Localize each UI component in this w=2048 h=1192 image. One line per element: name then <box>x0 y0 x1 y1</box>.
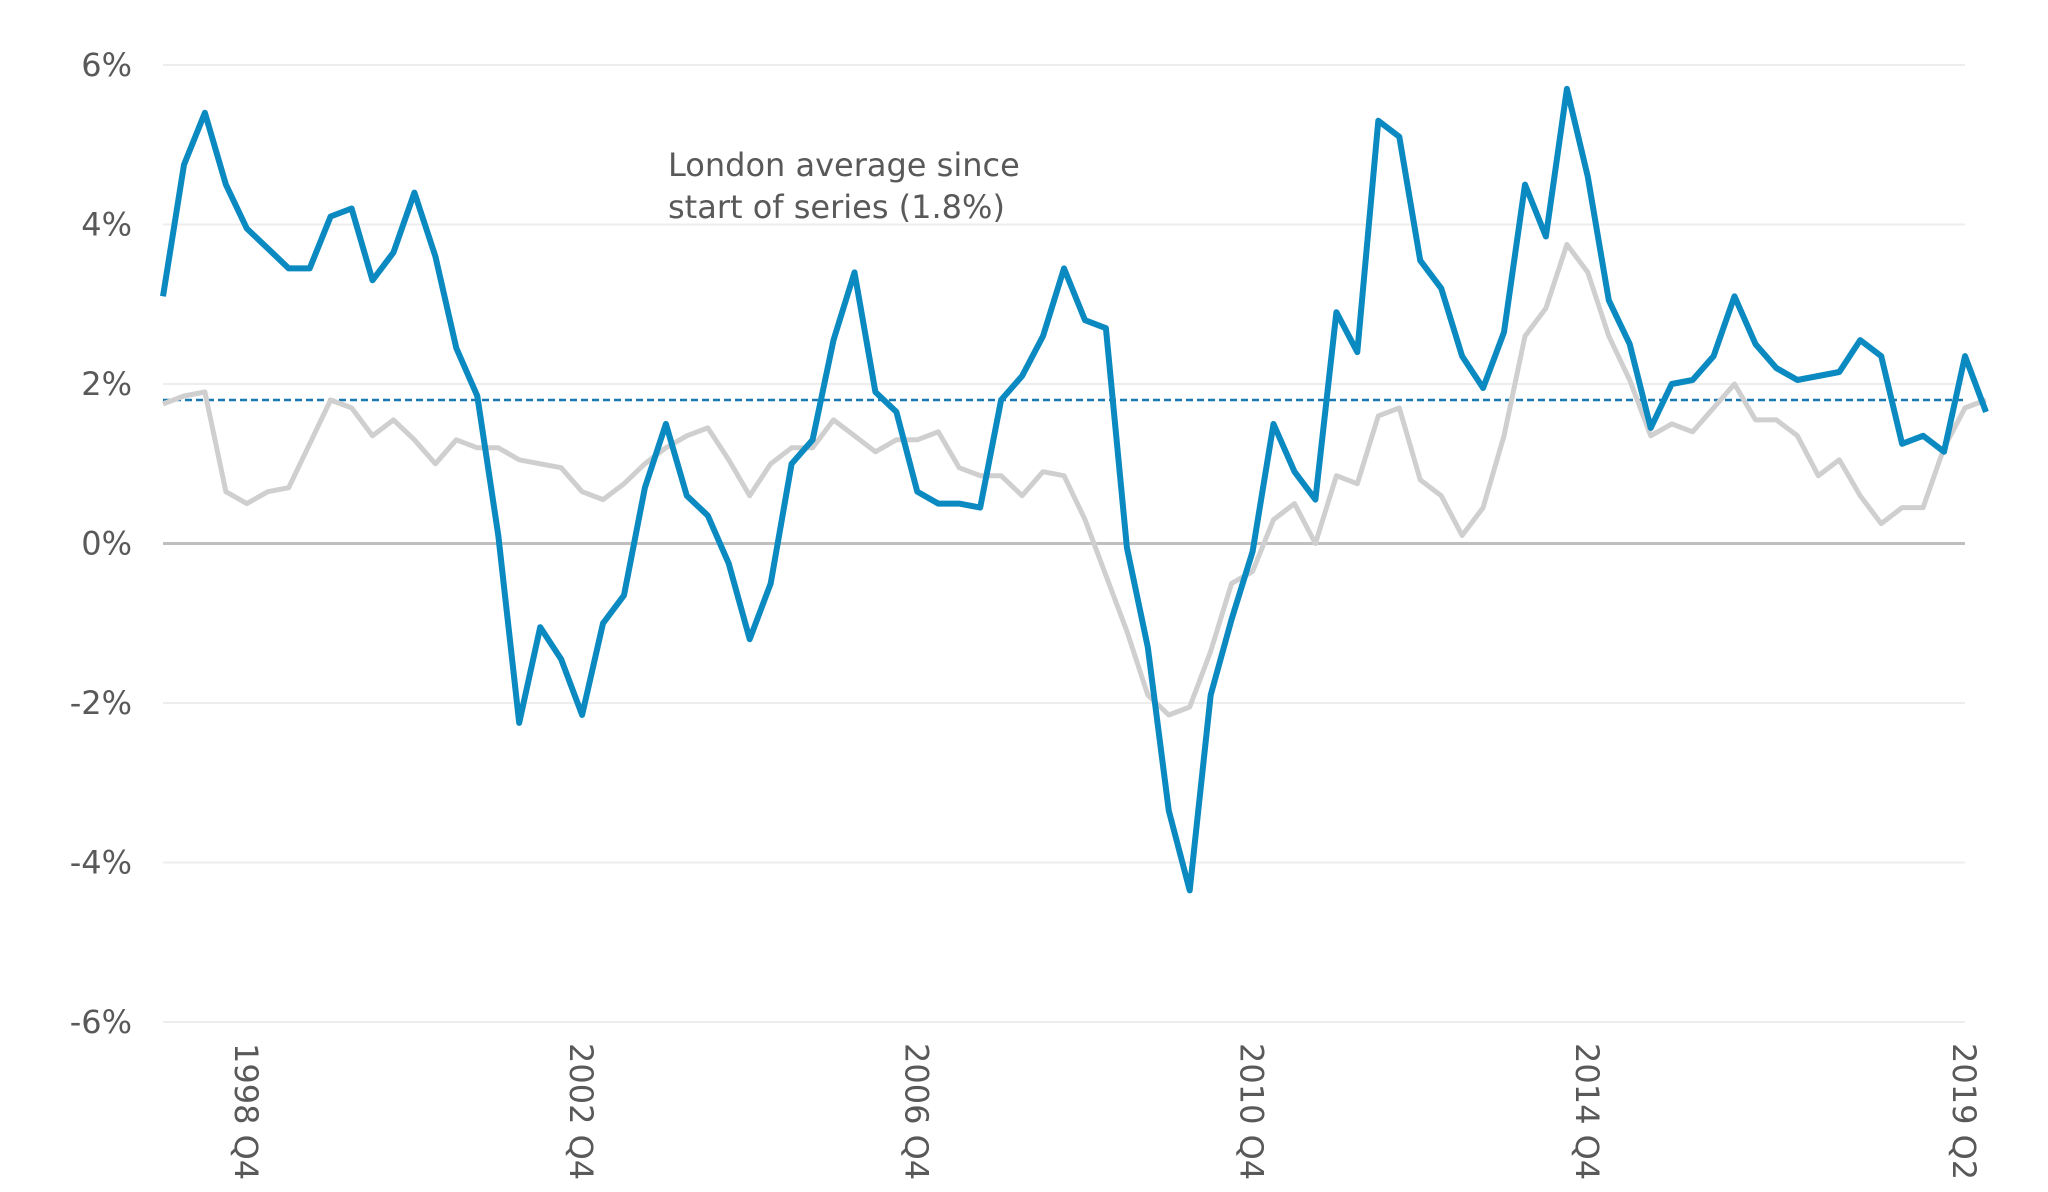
x-tick-label: 2010 Q4 <box>1233 1043 1271 1180</box>
x-tick-label: 1998 Q4 <box>227 1043 265 1180</box>
annotation-line-1: London average since <box>668 146 1020 184</box>
series-line-2 <box>162 241 1987 718</box>
x-axis-tick-labels: 1998 Q4 2002 Q4 2006 Q4 2010 Q4 2014 Q4 2019 … <box>227 1043 1983 1180</box>
y-tick-label: -6% <box>70 1003 132 1041</box>
y-tick-label: 0% <box>81 525 132 563</box>
y-tick-label: 4% <box>81 206 132 244</box>
y-axis-tick-labels: 6% 4% 2% 0% -2% -4% -6% <box>70 46 132 1041</box>
x-tick-label: 2006 Q4 <box>897 1043 935 1180</box>
series-lines <box>160 85 1989 894</box>
y-tick-label: 6% <box>81 46 132 84</box>
annotation-line-2: start of series (1.8%) <box>668 188 1005 226</box>
x-tick-label: 2014 Q4 <box>1568 1043 1606 1180</box>
x-tick-label: 2019 Q2 <box>1945 1043 1983 1180</box>
series-line-1 <box>160 85 1989 894</box>
gridlines <box>163 64 1965 1023</box>
x-tick-label: 2002 Q4 <box>562 1043 600 1180</box>
y-tick-label: -2% <box>70 684 132 722</box>
y-tick-label: 2% <box>81 365 132 403</box>
y-tick-label: -4% <box>70 844 132 882</box>
